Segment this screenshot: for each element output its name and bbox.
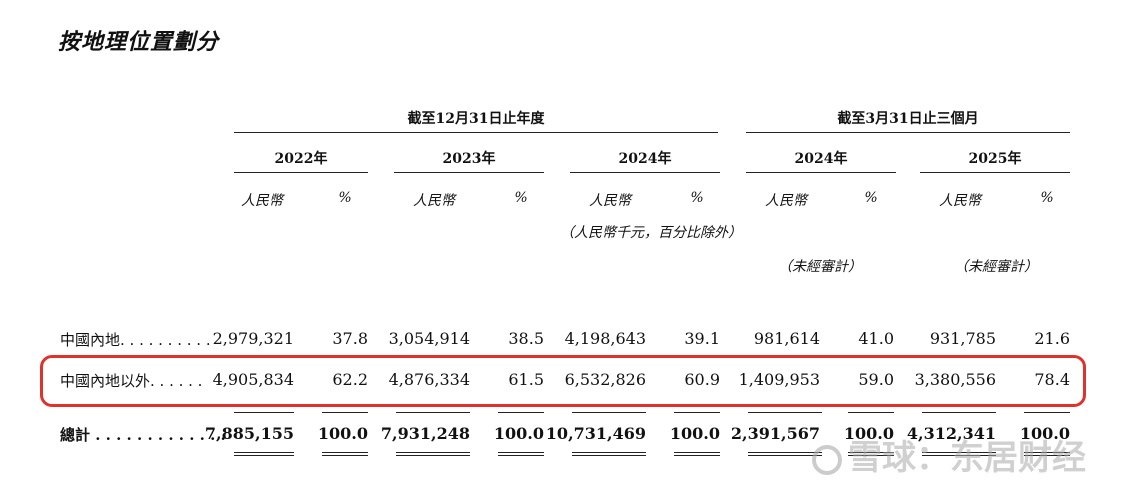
year-rule-2022 bbox=[234, 172, 368, 173]
subtotal-rule bbox=[572, 412, 646, 413]
table-cell: 100.0 bbox=[493, 424, 544, 443]
unaudited-note-2025-q1: （未經審計） bbox=[954, 259, 1038, 275]
year-rule-2024-q1 bbox=[746, 172, 896, 173]
table-cell: 38.5 bbox=[508, 329, 544, 348]
table-cell: 39.1 bbox=[684, 329, 720, 348]
year-rule-2023 bbox=[394, 172, 544, 173]
subtotal-rule bbox=[748, 412, 822, 413]
table-cell: 3,054,914 bbox=[388, 329, 470, 348]
year-rule-2024 bbox=[570, 172, 720, 173]
total-double-rule bbox=[1024, 452, 1070, 456]
table-cell: 1,409,953 bbox=[738, 370, 820, 389]
page-title: 按地理位置劃分 bbox=[58, 30, 220, 55]
total-double-rule bbox=[572, 452, 646, 456]
group-rule-quarter bbox=[746, 132, 1070, 133]
watermark-text: 雪球：东居财经 bbox=[848, 438, 1086, 478]
table-cell: 4,876,334 bbox=[388, 370, 470, 389]
table-cell: 100.0 bbox=[843, 424, 894, 443]
table-cell: 59.0 bbox=[858, 370, 894, 389]
col-rmb-2022: 人民幣 bbox=[241, 193, 283, 209]
year-2023: 2023年 bbox=[442, 151, 496, 167]
table-cell: 4,312,341 bbox=[906, 424, 996, 443]
table-cell: 100.0 bbox=[1019, 424, 1070, 443]
group-rule-year bbox=[234, 132, 718, 133]
col-rmb-2025-q1: 人民幣 bbox=[939, 193, 981, 209]
table-cell: 931,785 bbox=[929, 329, 996, 348]
col-rmb-2024: 人民幣 bbox=[589, 193, 631, 209]
total-double-rule bbox=[748, 452, 822, 456]
subtotal-rule bbox=[674, 412, 720, 413]
row-highlight-box bbox=[40, 355, 1086, 407]
table-cell: 100.0 bbox=[669, 424, 720, 443]
table-cell: 2,979,321 bbox=[212, 329, 294, 348]
subtotal-rule bbox=[498, 412, 544, 413]
subtotal-rule bbox=[234, 412, 294, 413]
subtotal-rule bbox=[1024, 412, 1070, 413]
total-double-rule bbox=[848, 452, 894, 456]
total-double-rule bbox=[674, 452, 720, 456]
total-double-rule bbox=[234, 452, 294, 456]
col-pct-2024-q1: % bbox=[864, 190, 878, 206]
subtotal-rule bbox=[922, 412, 996, 413]
group-label-year: 截至12月31日止年度 bbox=[407, 111, 545, 127]
watermark: 雪球：东居财经 bbox=[812, 430, 1086, 479]
col-rmb-2024-q1: 人民幣 bbox=[765, 193, 807, 209]
col-rmb-2023: 人民幣 bbox=[413, 193, 455, 209]
subtotal-rule bbox=[322, 412, 368, 413]
row-label: 中國內地. . . . . . . . . . bbox=[60, 331, 211, 349]
table-cell: 4,905,834 bbox=[212, 370, 294, 389]
table-cell: 41.0 bbox=[858, 329, 894, 348]
table-cell: 6,532,826 bbox=[564, 370, 646, 389]
unit-note: （人民幣千元，百分比除外） bbox=[560, 225, 742, 241]
table-cell: 62.2 bbox=[332, 370, 368, 389]
table-cell: 37.8 bbox=[332, 329, 368, 348]
unaudited-note-2024-q1: （未經審計） bbox=[778, 259, 862, 275]
row-label: 總計 . . . . . . . . . . . . . bbox=[60, 426, 226, 444]
table-cell: 78.4 bbox=[1034, 370, 1070, 389]
total-double-rule bbox=[396, 452, 470, 456]
table-cell: 60.9 bbox=[684, 370, 720, 389]
row-label: 中國內地以外. . . . . . bbox=[60, 372, 203, 390]
table-cell: 7,931,248 bbox=[380, 424, 470, 443]
table-cell: 61.5 bbox=[508, 370, 544, 389]
table-cell: 981,614 bbox=[753, 329, 820, 348]
subtotal-rule bbox=[396, 412, 470, 413]
table-cell: 100.0 bbox=[317, 424, 368, 443]
total-double-rule bbox=[498, 452, 544, 456]
year-2022: 2022年 bbox=[274, 151, 328, 167]
table-cell: 7,885,155 bbox=[204, 424, 294, 443]
table-cell: 2,391,567 bbox=[730, 424, 820, 443]
col-pct-2022: % bbox=[338, 190, 352, 206]
year-rule-2025-q1 bbox=[920, 172, 1070, 173]
col-pct-2024: % bbox=[690, 190, 704, 206]
table-cell: 10,731,469 bbox=[545, 424, 646, 443]
year-2025-q1: 2025年 bbox=[968, 151, 1022, 167]
table-cell: 4,198,643 bbox=[564, 329, 646, 348]
group-label-quarter: 截至3月31日止三個月 bbox=[837, 111, 979, 127]
year-2024: 2024年 bbox=[618, 151, 672, 167]
col-pct-2023: % bbox=[514, 190, 528, 206]
snowball-logo-icon bbox=[812, 444, 842, 475]
year-2024-q1: 2024年 bbox=[794, 151, 848, 167]
col-pct-2025-q1: % bbox=[1040, 190, 1054, 206]
total-double-rule bbox=[322, 452, 368, 456]
table-cell: 3,380,556 bbox=[914, 370, 996, 389]
subtotal-rule bbox=[848, 412, 894, 413]
total-double-rule bbox=[922, 452, 996, 456]
table-cell: 21.6 bbox=[1034, 329, 1070, 348]
